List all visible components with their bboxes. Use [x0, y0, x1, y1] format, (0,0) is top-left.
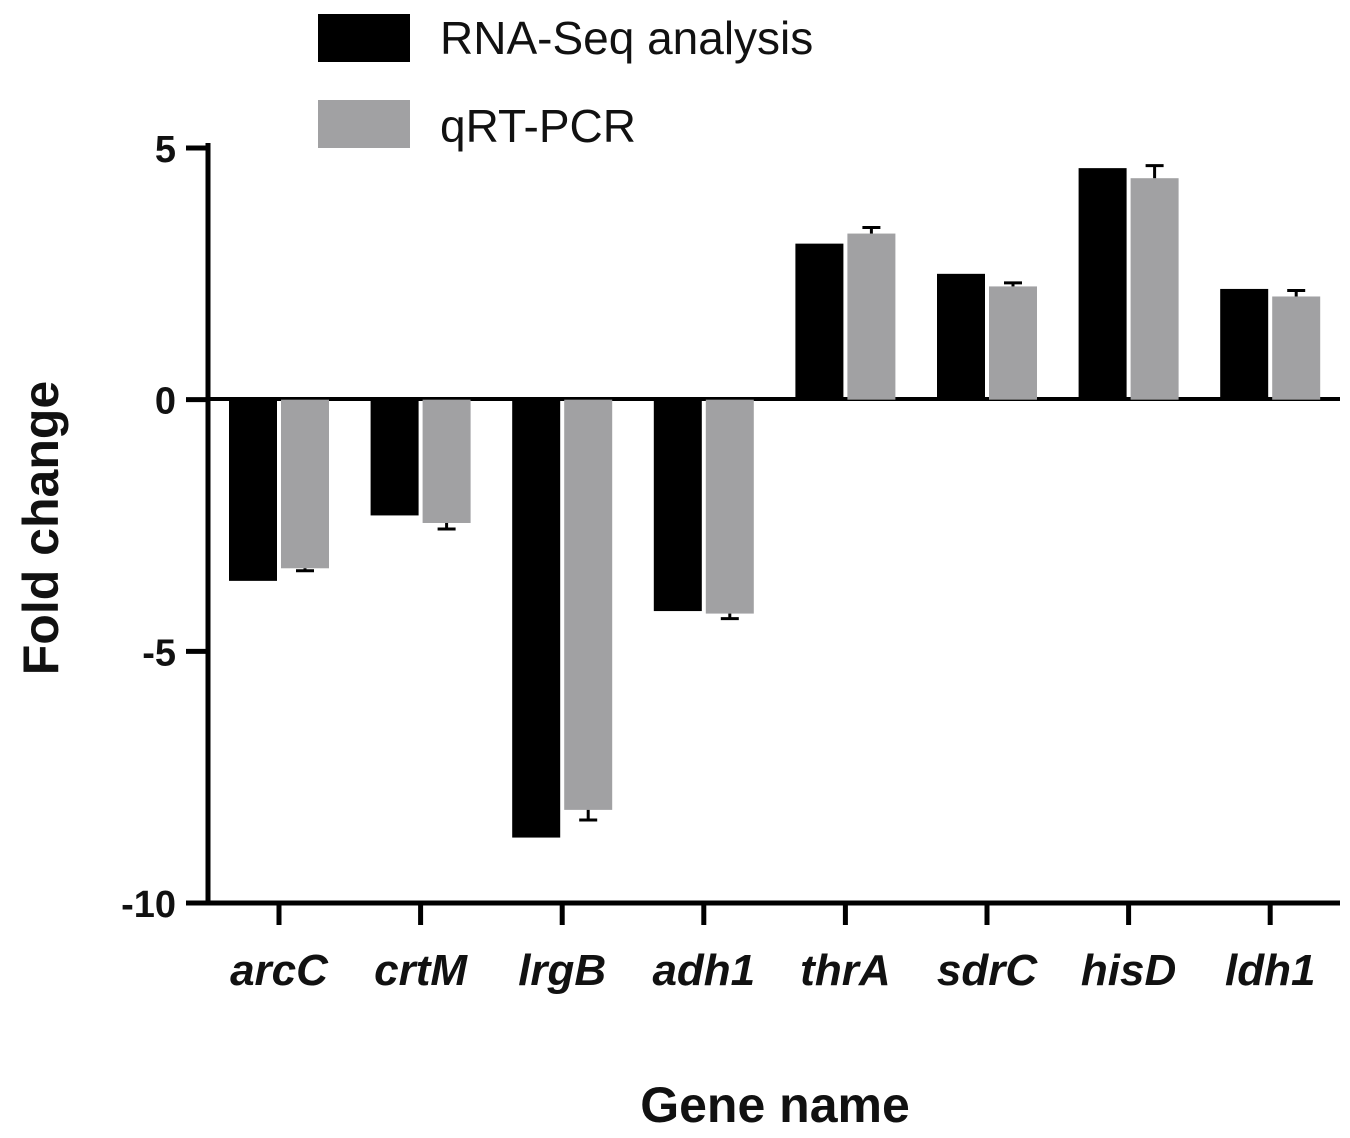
bar-rna-seq-arcC [229, 399, 277, 581]
bar-qrt-pcr-thrA [847, 233, 896, 400]
bar-rna-seq-adh1 [653, 399, 702, 612]
bar-rna-seq-lrgB [512, 399, 561, 838]
y-axis-ticks: 5 0 -5 -10 [121, 129, 208, 926]
legend-label-qrt-pcr: qRT-PCR [440, 100, 636, 152]
legend: RNA-Seq analysis qRT-PCR [318, 12, 813, 152]
y-tick-label: 0 [155, 381, 176, 423]
legend-swatch-rna-seq [318, 14, 410, 62]
category-labels: arcC crtM lrgB adh1 thrA sdrC hisD ldh1 [230, 946, 1315, 995]
x-axis-title: Gene name [640, 1077, 910, 1133]
legend-swatch-qrt-pcr [318, 100, 410, 148]
legend-label-rna-seq: RNA-Seq analysis [440, 12, 813, 64]
bar-rna-seq-thrA [795, 243, 844, 400]
bar-qrt-pcr-adh1 [705, 399, 754, 614]
bar-qrt-pcr-ldh1 [1272, 296, 1321, 400]
y-tick-label: -10 [121, 884, 176, 926]
y-axis-title: Fold change [13, 381, 69, 675]
bar-rna-seq-crtM [370, 399, 419, 516]
bar-rna-seq-ldh1 [1220, 288, 1269, 400]
bar-qrt-pcr-arcC [281, 399, 329, 569]
bar-qrt-pcr-sdrC [989, 286, 1037, 400]
category-label-ldh1: ldh1 [1225, 946, 1315, 995]
category-label-sdrC: sdrC [937, 946, 1038, 995]
category-label-arcC: arcC [230, 946, 329, 995]
bar-rna-seq-sdrC [937, 273, 985, 400]
bar-qrt-pcr-crtM [422, 399, 471, 523]
error-bars [296, 164, 1306, 822]
category-label-hisD: hisD [1081, 946, 1176, 995]
y-tick-label: 5 [155, 129, 176, 171]
bar-qrt-pcr-hisD [1130, 178, 1179, 400]
y-tick-label: -5 [142, 632, 176, 674]
category-label-lrgB: lrgB [518, 946, 606, 995]
category-label-crtM: crtM [374, 946, 468, 995]
bar-qrt-pcr-lrgB [564, 399, 613, 810]
bar-rna-seq-hisD [1078, 168, 1127, 400]
category-label-adh1: adh1 [652, 946, 755, 995]
x-axis-ticks [276, 903, 1273, 925]
category-label-thrA: thrA [800, 946, 890, 995]
bars [229, 168, 1321, 838]
